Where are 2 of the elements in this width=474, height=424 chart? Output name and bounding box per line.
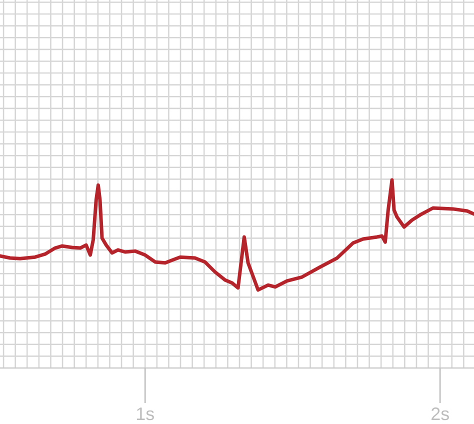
- x-tick-label: 2s: [430, 404, 450, 424]
- x-tick-label: 1s: [136, 404, 155, 424]
